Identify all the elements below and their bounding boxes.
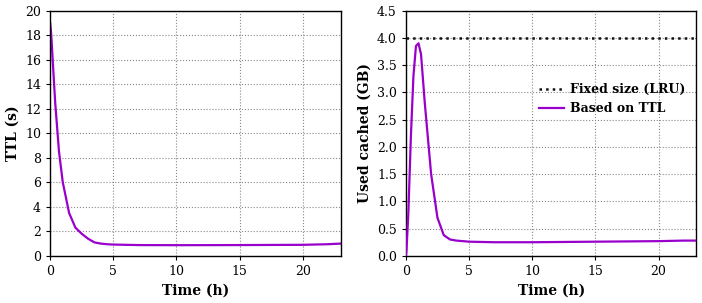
Based on TTL <box>439 233 448 237</box>
Based on TTL <box>591 240 600 244</box>
Based on TTL <box>417 52 425 56</box>
Based on TTL <box>402 254 410 258</box>
Based on TTL <box>446 238 454 241</box>
Based on TTL <box>452 239 461 242</box>
Legend: Fixed size (LRU), Based on TTL: Fixed size (LRU), Based on TTL <box>534 78 690 120</box>
Fixed size (LRU) <box>414 36 423 40</box>
Based on TTL <box>490 240 498 244</box>
X-axis label: Time (h): Time (h) <box>517 283 585 298</box>
Based on TTL <box>433 216 442 219</box>
Based on TTL <box>680 239 688 242</box>
Based on TTL <box>420 102 429 105</box>
Y-axis label: TTL (s): TTL (s) <box>6 105 20 161</box>
Based on TTL <box>427 172 435 176</box>
Based on TTL <box>409 74 418 78</box>
Based on TTL <box>465 240 473 244</box>
Based on TTL <box>414 42 423 45</box>
Based on TTL <box>412 44 420 48</box>
Based on TTL <box>528 240 536 244</box>
Based on TTL <box>458 239 467 243</box>
Line: Based on TTL: Based on TTL <box>406 43 696 256</box>
Based on TTL <box>654 239 663 243</box>
Based on TTL <box>692 239 701 242</box>
Fixed size (LRU) <box>402 36 410 40</box>
Based on TTL <box>402 248 411 252</box>
X-axis label: Time (h): Time (h) <box>161 283 229 298</box>
Y-axis label: Used cached (GB): Used cached (GB) <box>357 63 371 203</box>
Based on TTL <box>406 134 415 138</box>
Based on TTL <box>404 210 413 214</box>
